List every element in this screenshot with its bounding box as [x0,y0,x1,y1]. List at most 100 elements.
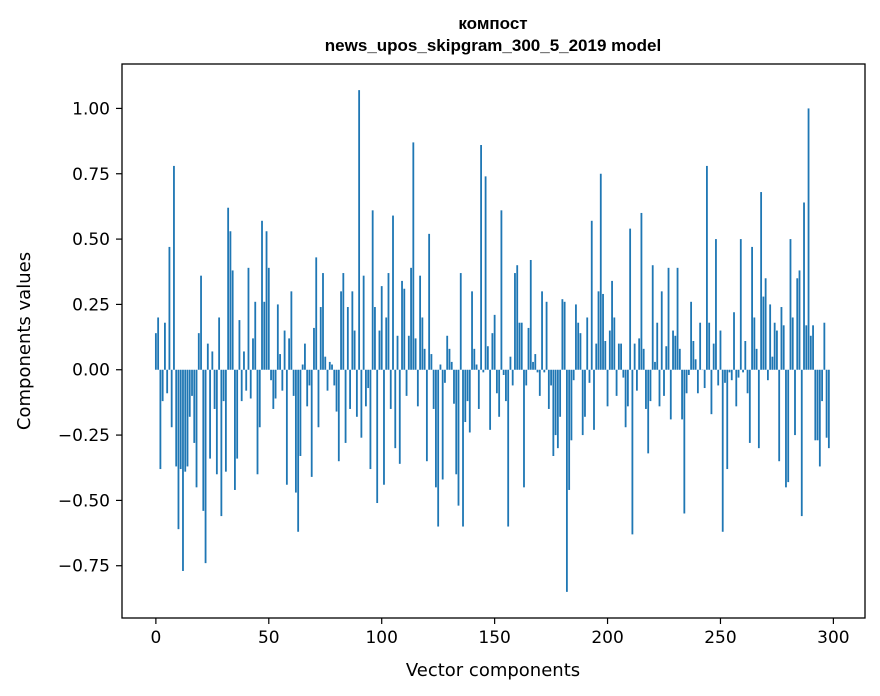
bar [401,280,403,370]
bar [177,369,180,530]
bar [380,286,383,370]
y-tick-label: 0.50 [72,230,110,250]
bar [437,369,440,527]
bar [173,165,175,370]
bar [685,369,688,394]
bar [477,369,480,409]
x-tick-label: 0 [150,628,161,648]
x-tick-label: 250 [704,628,736,648]
bar [365,369,367,407]
y-tick-label: 1.00 [72,99,110,119]
y-axis-ticks: 1.00 0.75 0.50 0.25 0.00 −0.25 −0.50 −0.75 [58,99,122,577]
y-tick-label: −0.75 [58,557,110,577]
x-tick-label: 100 [365,628,397,648]
bar [726,369,729,470]
bar [164,322,166,370]
bar [563,301,566,370]
bar [760,192,763,370]
bar [728,369,731,373]
bar [525,369,528,386]
bar [191,369,193,396]
bar [351,291,354,370]
bar [640,212,643,370]
bar [631,369,634,535]
bar [708,322,711,370]
bar [385,317,388,370]
bar [340,291,342,370]
bar [412,142,415,370]
bar [505,369,507,402]
bar [423,348,426,370]
bar [387,273,390,370]
bar [459,273,462,370]
bar [654,361,656,370]
bar [766,369,769,381]
bar [234,369,236,490]
bar [674,335,677,370]
bar [444,369,446,383]
bar [778,369,781,462]
bar [328,361,331,370]
bar [724,369,726,383]
bar [769,304,772,370]
bar [243,351,245,370]
bar [297,369,300,532]
y-tick-label: 0.00 [72,361,110,381]
bar [204,369,207,564]
bar [322,273,324,370]
bar [827,369,830,449]
bar [202,369,205,511]
bar [660,291,663,370]
bar [602,293,604,370]
bar [588,369,591,383]
y-tick-label: 0.75 [72,165,110,185]
bar [188,369,191,417]
bar [346,307,349,370]
bar [396,335,399,370]
bar [495,369,498,394]
bar [161,369,164,402]
bar [252,338,254,370]
bar [683,369,686,514]
bar [166,369,169,394]
bar [245,369,248,391]
bar [753,317,756,370]
bar [814,369,817,441]
bar [516,265,519,370]
bar [362,275,365,370]
bar [597,291,600,370]
bar [430,354,433,370]
bar [457,369,460,506]
bar [421,317,424,370]
bar [367,369,370,389]
bar [796,278,799,370]
bar [500,210,503,370]
bar [378,330,381,370]
bar [428,233,431,370]
bar [633,343,636,370]
bar [636,369,638,391]
bar [398,369,401,464]
bar [712,343,715,370]
x-axis-label: Vector components [406,660,580,681]
bar [800,369,803,517]
bar [590,220,593,370]
bar [403,288,406,370]
bar [475,364,478,370]
bar [611,280,613,370]
bar [288,338,291,370]
bar [410,267,412,370]
bar [283,330,286,370]
bar [803,202,805,370]
bar [809,335,812,370]
bar [599,173,602,370]
bar [556,369,559,449]
bar [730,369,733,381]
bar [667,267,670,370]
bar [432,369,435,409]
bar [376,369,379,504]
bar [710,369,713,415]
bar [267,267,270,370]
bar [344,369,347,443]
bar [491,333,494,370]
